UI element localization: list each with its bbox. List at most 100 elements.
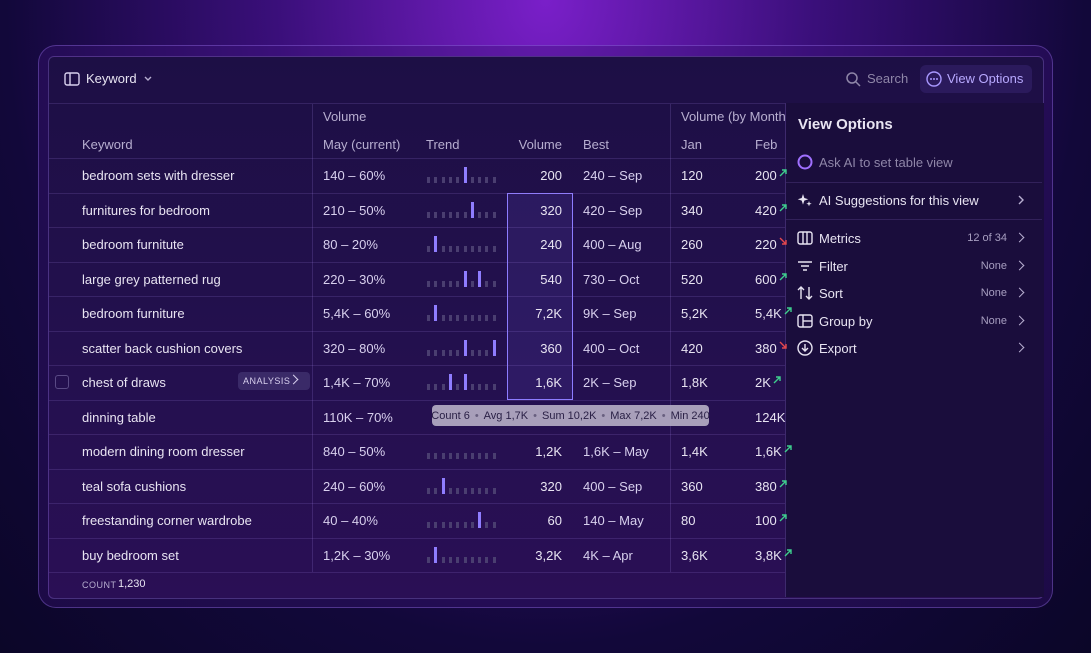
panel-item[interactable]: Export: [819, 341, 857, 356]
trend-arrow: [779, 514, 787, 522]
icon: [797, 340, 813, 356]
trend-bar: [441, 477, 445, 494]
icon: [926, 71, 942, 87]
icon: [797, 258, 813, 274]
panel-item-value: None: [980, 287, 1007, 299]
jan-cell: 520: [681, 271, 703, 287]
divider: [312, 104, 313, 572]
trend-bar: [478, 246, 482, 252]
trend-bar: [456, 522, 460, 528]
trend-bar: [456, 315, 460, 321]
trend-bar: [427, 349, 430, 356]
trend-arrow: [779, 203, 787, 211]
trend-bar: [448, 522, 452, 528]
analysis-badge[interactable]: ANALYSIS: [238, 372, 311, 390]
trend-bar: [478, 315, 482, 321]
search[interactable]: Search: [867, 71, 909, 86]
trend-bar: [434, 453, 438, 459]
trend-bar: [485, 349, 489, 356]
trend-bar: [427, 556, 430, 563]
may-cell: 1,2K – 30%: [323, 547, 391, 563]
jan-cell: 360: [681, 478, 703, 494]
trend-bar: [492, 384, 496, 390]
panel-item[interactable]: Group by: [819, 313, 873, 329]
trend-bar: [427, 211, 430, 218]
jan-cell: 3,6K: [681, 547, 708, 563]
view-options[interactable]: View Options: [947, 71, 1024, 86]
separator: •: [601, 409, 606, 422]
trend-bar: [470, 315, 474, 321]
panel-item[interactable]: Metrics: [819, 231, 861, 246]
trend-bar: [485, 211, 489, 218]
panel-title: View Options: [798, 116, 893, 133]
trend-bar: [456, 487, 460, 494]
group-header: Volume: [323, 109, 367, 124]
trend-bar: [478, 384, 482, 390]
ai-suggestions[interactable]: AI Suggestions for this view: [819, 193, 979, 208]
may-cell: 5,4K – 60%: [323, 306, 391, 321]
trend-arrow: [784, 445, 792, 453]
divider: [49, 434, 785, 435]
trend-arrow: [779, 237, 787, 245]
tooltip-stat: Count 6: [431, 409, 470, 422]
trend-bar: [456, 211, 460, 218]
trend-bar: [448, 177, 452, 183]
trend-bar: [463, 453, 467, 459]
feb-cell: 380: [755, 341, 788, 356]
divider: [49, 192, 785, 194]
may-cell: 80 – 20%: [323, 237, 378, 252]
trend-bar: [456, 177, 460, 183]
tooltip-stat: Min 240: [670, 409, 710, 422]
jan-cell: 340: [681, 202, 703, 218]
view-options-panel: [785, 103, 1044, 597]
divider: [49, 468, 785, 470]
trend-bar: [448, 211, 452, 218]
best-cell: 400 – Sep: [583, 478, 643, 494]
trend-bar: [492, 315, 496, 321]
trend-bar: [463, 167, 467, 183]
panel-item[interactable]: Filter: [819, 258, 848, 274]
ask-ai[interactable]: Ask AI to set table view: [819, 155, 953, 170]
view-options-button[interactable]: [920, 65, 1032, 93]
icon: [797, 313, 813, 329]
trend-bar: [448, 246, 452, 252]
trend-bar: [434, 177, 438, 183]
trend-bar: [478, 453, 482, 459]
jan-cell: 80: [681, 513, 696, 528]
trend-bar: [427, 453, 430, 459]
tooltip: Count 6 • Avg 1,7K • Sum 10,2K • Max 7,2K • Min …: [431, 405, 710, 426]
tooltip-stat: Max 7,2K: [610, 409, 657, 422]
footer-value: 1,230: [118, 578, 146, 590]
best-cell: 420 – Sep: [583, 202, 643, 218]
trend-bar: [492, 339, 496, 356]
keyword: buy bedroom set: [82, 547, 179, 563]
trend-bar: [470, 280, 474, 287]
feb-cell: 5,4K: [755, 306, 793, 321]
trend-arrow: [784, 548, 792, 556]
trend-bar: [463, 315, 467, 321]
trend-bar: [485, 280, 489, 287]
trend-bar: [463, 522, 467, 528]
column-header: Trend: [426, 137, 460, 152]
separator: •: [474, 409, 479, 422]
jan-cell: 5,2K: [681, 306, 708, 321]
best-cell: 400 – Aug: [583, 237, 642, 252]
divider: [49, 158, 785, 159]
trend-bar: [448, 280, 452, 287]
keyword: bedroom furniture: [82, 306, 185, 321]
may-cell: 1,4K – 70%: [323, 375, 391, 390]
trend-arrow: [779, 341, 787, 349]
trend-bar: [434, 487, 438, 494]
jan-cell: 1,8K: [681, 375, 708, 390]
volume-cell: 200: [540, 168, 562, 183]
best-cell: 140 – May: [583, 513, 644, 528]
divider: [49, 399, 785, 401]
divider: [49, 503, 785, 504]
feb-cell: 420: [755, 203, 788, 218]
trend-bar: [492, 522, 496, 528]
panel-item[interactable]: Sort: [819, 286, 843, 301]
view-selector[interactable]: Keyword: [86, 71, 137, 86]
trend-bar: [478, 177, 482, 183]
trend-bar: [441, 453, 445, 459]
